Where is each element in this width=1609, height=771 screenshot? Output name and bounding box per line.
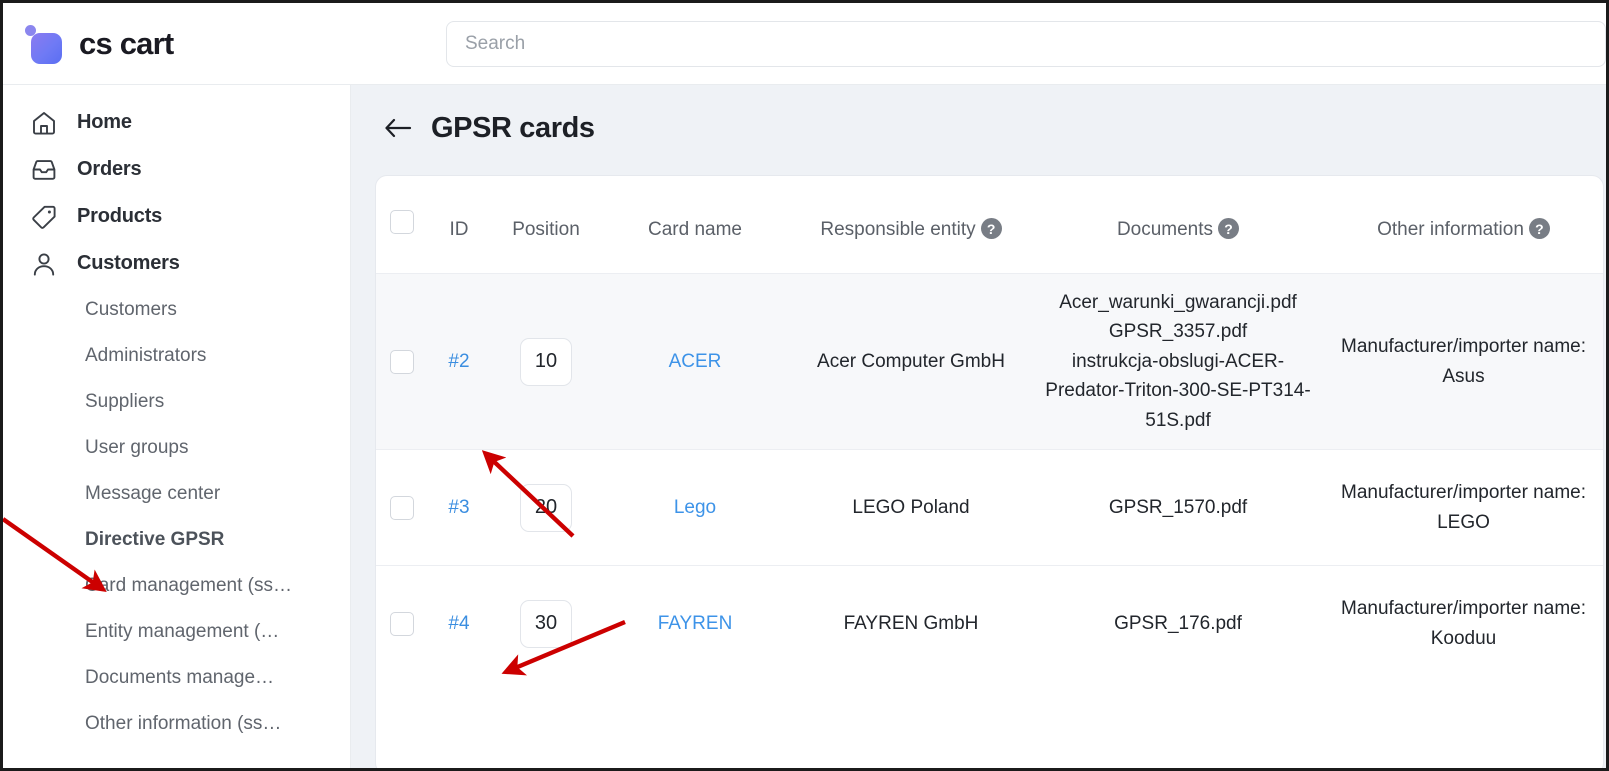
sidebar-item-entity-management[interactable]: Entity management (… (85, 621, 280, 642)
column-header-card-name: Card name (648, 219, 742, 240)
cell-card-name: ACER (602, 333, 788, 390)
inbox-icon (29, 155, 59, 185)
select-all-checkbox[interactable] (390, 210, 414, 234)
gpsr-cards-table-card: ID Position Card name Responsible entity… (375, 175, 1604, 768)
cell-position (490, 586, 602, 662)
cell-card-name: FAYREN (602, 595, 788, 652)
help-icon-other-information[interactable]: ? (1528, 218, 1550, 240)
cell-position (490, 324, 602, 400)
row-id-link[interactable]: #4 (448, 612, 470, 634)
sidebar-item-label: Products (77, 205, 163, 227)
sidebar-item-customers[interactable]: Customers (85, 299, 177, 320)
sidebar-item-label: Customers (77, 252, 180, 274)
sidebar-item-user-groups[interactable]: User groups (85, 437, 189, 458)
search-input[interactable] (446, 20, 1606, 67)
user-icon (29, 249, 59, 279)
sidebar-sub-nav: Customers Administrators Suppliers User gro… (3, 287, 350, 747)
sidebar-item-customers[interactable]: Customers (3, 240, 350, 287)
page-title: GPSR cards (431, 111, 595, 144)
sidebar-item-documents-manage[interactable]: Documents manage… (85, 667, 275, 688)
cell-id: #3 (428, 479, 490, 536)
home-icon (29, 108, 59, 138)
position-input[interactable] (520, 483, 572, 532)
cell-position (490, 470, 602, 546)
top-bar: cs cart (3, 3, 1606, 85)
page-header: GPSR cards (351, 85, 1606, 171)
position-input[interactable] (520, 599, 572, 648)
document-file-name: GPSR_176.pdf (1114, 612, 1242, 634)
row-select-cell (376, 611, 428, 636)
row-select-cell (376, 349, 428, 374)
sidebar-item-orders[interactable]: Orders (3, 146, 350, 193)
column-header-id: ID (449, 219, 469, 240)
card-name-link[interactable]: ACER (668, 350, 722, 372)
position-input[interactable] (520, 337, 572, 386)
sidebar-item-administrators[interactable]: Administrators (85, 345, 207, 366)
document-file-name: GPSR_1570.pdf (1108, 496, 1248, 518)
table-body: #2 ACER Acer Computer GmbH Acer_warunki_gwa… (376, 273, 1603, 681)
sidebar-item-card-management-ss[interactable]: Card management (ss… (85, 575, 292, 596)
table-row: #2 ACER Acer Computer GmbH Acer_warunki_gwa… (376, 273, 1603, 450)
search-container (348, 20, 1606, 67)
cell-id: #4 (428, 595, 490, 652)
sidebar: Home Orders Products Customers Customers Adm… (3, 85, 351, 768)
column-header-position: Position (512, 219, 580, 240)
document-file-name: Acer_warunki_gwarancji.pdf (1059, 292, 1297, 313)
cell-other-information: Manufacturer/importer name: LEGO (1341, 482, 1586, 533)
card-name-link[interactable]: FAYREN (657, 612, 733, 634)
row-select-cell (376, 495, 428, 520)
table-row: #4 FAYREN FAYREN GmbH GPSR_176.pdf Manufactu… (376, 565, 1603, 681)
sidebar-item-products[interactable]: Products (3, 193, 350, 240)
column-header-documents: Documents? (1034, 194, 1322, 244)
cs-cart-logo-icon (25, 24, 65, 64)
help-icon-responsible-entity[interactable]: ? (980, 218, 1002, 240)
document-file-name: GPSR_3357.pdf (1108, 321, 1248, 343)
cell-responsible-entity: Acer Computer GmbH (817, 350, 1005, 372)
document-file-name: instrukcja-obslugi-ACER-Predator-Triton-… (1045, 350, 1311, 431)
brand-logo[interactable]: cs cart (3, 24, 348, 64)
column-header-responsible-entity: Responsible entity? (788, 194, 1034, 244)
table-row: #3 Lego LEGO Poland GPSR_1570.pdf Manufactur… (376, 449, 1603, 565)
card-name-link[interactable]: Lego (673, 496, 717, 518)
tag-icon (29, 202, 59, 232)
cell-other-information: Manufacturer/importer name: Kooduu (1341, 598, 1586, 649)
cell-responsible-entity: LEGO Poland (852, 496, 970, 518)
sidebar-item-home[interactable]: Home (3, 99, 350, 146)
brand-name: cs cart (79, 25, 174, 61)
row-id-link[interactable]: #3 (448, 496, 470, 518)
cell-responsible-entity: FAYREN GmbH (843, 612, 979, 634)
row-select-checkbox[interactable] (390, 611, 414, 636)
column-header-other-information: Other information? (1322, 194, 1603, 244)
cell-documents: GPSR_1570.pdf (1034, 479, 1322, 536)
sidebar-item-label: Home (77, 111, 132, 133)
table-header-row: ID Position Card name Responsible entity… (376, 176, 1603, 273)
row-select-checkbox[interactable] (390, 495, 414, 520)
arrow-left-icon[interactable] (383, 113, 413, 143)
select-all-cell (376, 194, 428, 234)
cell-card-name: Lego (602, 479, 788, 536)
sidebar-group-directive-gpsr: Directive GPSR (85, 529, 225, 550)
sidebar-item-other-information-ss[interactable]: Other information (ss… (85, 713, 282, 734)
sidebar-item-suppliers[interactable]: Suppliers (85, 391, 165, 412)
help-icon-documents[interactable]: ? (1218, 218, 1240, 240)
sidebar-item-message-center[interactable]: Message center (85, 483, 221, 504)
sidebar-item-label: Orders (77, 158, 142, 180)
row-id-link[interactable]: #2 (448, 350, 470, 372)
row-select-checkbox[interactable] (390, 349, 414, 374)
cell-other-information: Manufacturer/importer name: Asus (1341, 336, 1586, 387)
sidebar-main-nav: Home Orders Products Customers (3, 99, 350, 287)
main-content: GPSR cards ID Position Card name Respons… (351, 85, 1606, 768)
cell-id: #2 (428, 333, 490, 390)
cell-documents: GPSR_176.pdf (1034, 595, 1322, 652)
